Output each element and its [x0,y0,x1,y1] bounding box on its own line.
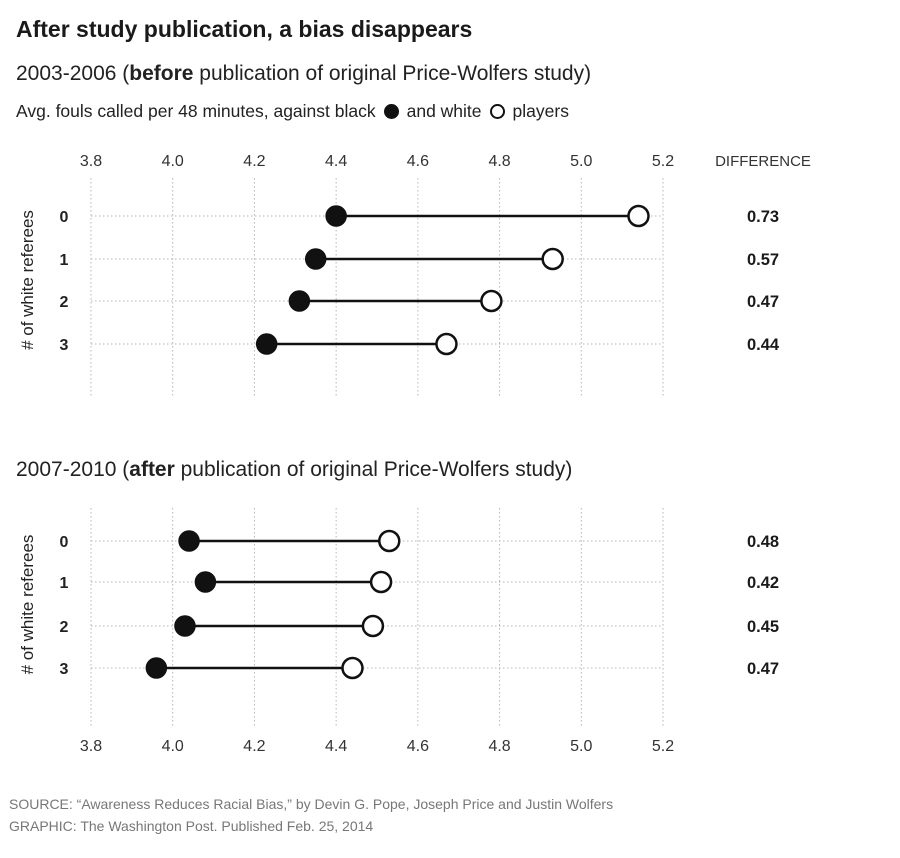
tick-label-before-4: 4.6 [407,153,429,170]
panel-before-period: 2003-2006 ( [16,62,130,85]
difference-value-after-2: 0.45 [747,618,779,636]
tick-label-before-6: 5.0 [570,153,592,170]
category-label-before-0: 0 [60,209,69,226]
panel-after-rest: publication of original Price-Wolfers st… [174,458,573,481]
black-player-point-before-2 [288,290,311,312]
y-axis-label-after: # of white referees [18,535,37,675]
white-player-point-after-2 [361,614,385,638]
difference-value-after-0: 0.48 [747,533,779,551]
category-label-after-3: 3 [60,661,69,678]
legend-suffix: players [512,101,569,121]
tick-label-after-7: 5.2 [652,738,674,755]
category-label-after-1: 1 [60,575,69,592]
white-player-point-after-3 [341,656,364,680]
tick-label-after-1: 4.0 [162,738,184,755]
white-player-point-before-0 [627,204,650,228]
legend: Avg. fouls called per 48 minutes, agains… [16,101,569,122]
difference-value-after-1: 0.42 [747,574,779,592]
difference-value-after-3: 0.47 [747,660,779,678]
white-player-point-before-3 [435,332,458,356]
y-axis-label-before: # of white referees [18,210,37,350]
panel-after-subtitle: 2007-2010 (after publication of original… [16,458,572,482]
panel-after-emphasis: after [129,458,175,481]
difference-value-before-3: 0.44 [747,336,780,354]
difference-header: DIFFERENCE [715,153,811,170]
tick-label-after-5: 4.8 [488,738,510,755]
difference-value-before-0: 0.73 [747,208,779,226]
legend-middle: and white [406,101,482,121]
white-player-point-before-1 [541,247,564,271]
panel-before-subtitle: 2003-2006 (before publication of origina… [16,62,591,86]
panel-before-emphasis: before [129,62,194,85]
tick-label-before-5: 4.8 [488,153,510,170]
black-dot-icon [383,104,399,119]
difference-value-before-2: 0.47 [747,293,779,311]
tick-label-before-3: 4.4 [325,153,347,170]
white-dot-icon [489,104,505,119]
black-player-point-after-2 [174,615,196,637]
tick-label-after-6: 5.0 [570,738,592,755]
graphic-credit-line: GRAPHIC: The Washington Post. Published … [9,818,374,834]
black-player-point-before-1 [304,248,327,270]
category-label-after-0: 0 [60,534,69,551]
tick-label-before-0: 3.8 [80,153,102,170]
panel-after-period: 2007-2010 ( [16,458,130,481]
tick-label-after-2: 4.2 [243,738,265,755]
tick-label-before-2: 4.2 [243,153,265,170]
white-player-point-after-1 [369,570,393,594]
tick-label-after-3: 4.4 [325,738,347,755]
chart-title: After study publication, a bias disappea… [16,16,473,42]
tick-label-after-0: 3.8 [80,738,102,755]
category-label-before-1: 1 [60,252,69,269]
category-label-before-2: 2 [60,294,69,311]
category-label-before-3: 3 [60,337,69,354]
tick-label-before-7: 5.2 [652,153,674,170]
white-player-point-before-2 [480,289,503,313]
tick-label-after-4: 4.6 [407,738,429,755]
black-player-point-before-3 [255,333,278,355]
tick-label-before-1: 4.0 [162,153,184,170]
category-label-after-2: 2 [60,619,69,636]
difference-value-before-1: 0.57 [747,251,779,269]
source-line: SOURCE: “Awareness Reduces Racial Bias,”… [9,796,614,812]
black-player-point-after-0 [178,530,200,552]
black-player-point-after-1 [194,571,217,593]
black-player-point-after-3 [145,657,168,679]
legend-prefix: Avg. fouls called per 48 minutes, agains… [16,101,376,121]
white-player-point-after-0 [378,529,401,553]
black-player-point-before-0 [325,205,347,227]
panel-before-rest: publication of original Price-Wolfers st… [193,62,592,85]
